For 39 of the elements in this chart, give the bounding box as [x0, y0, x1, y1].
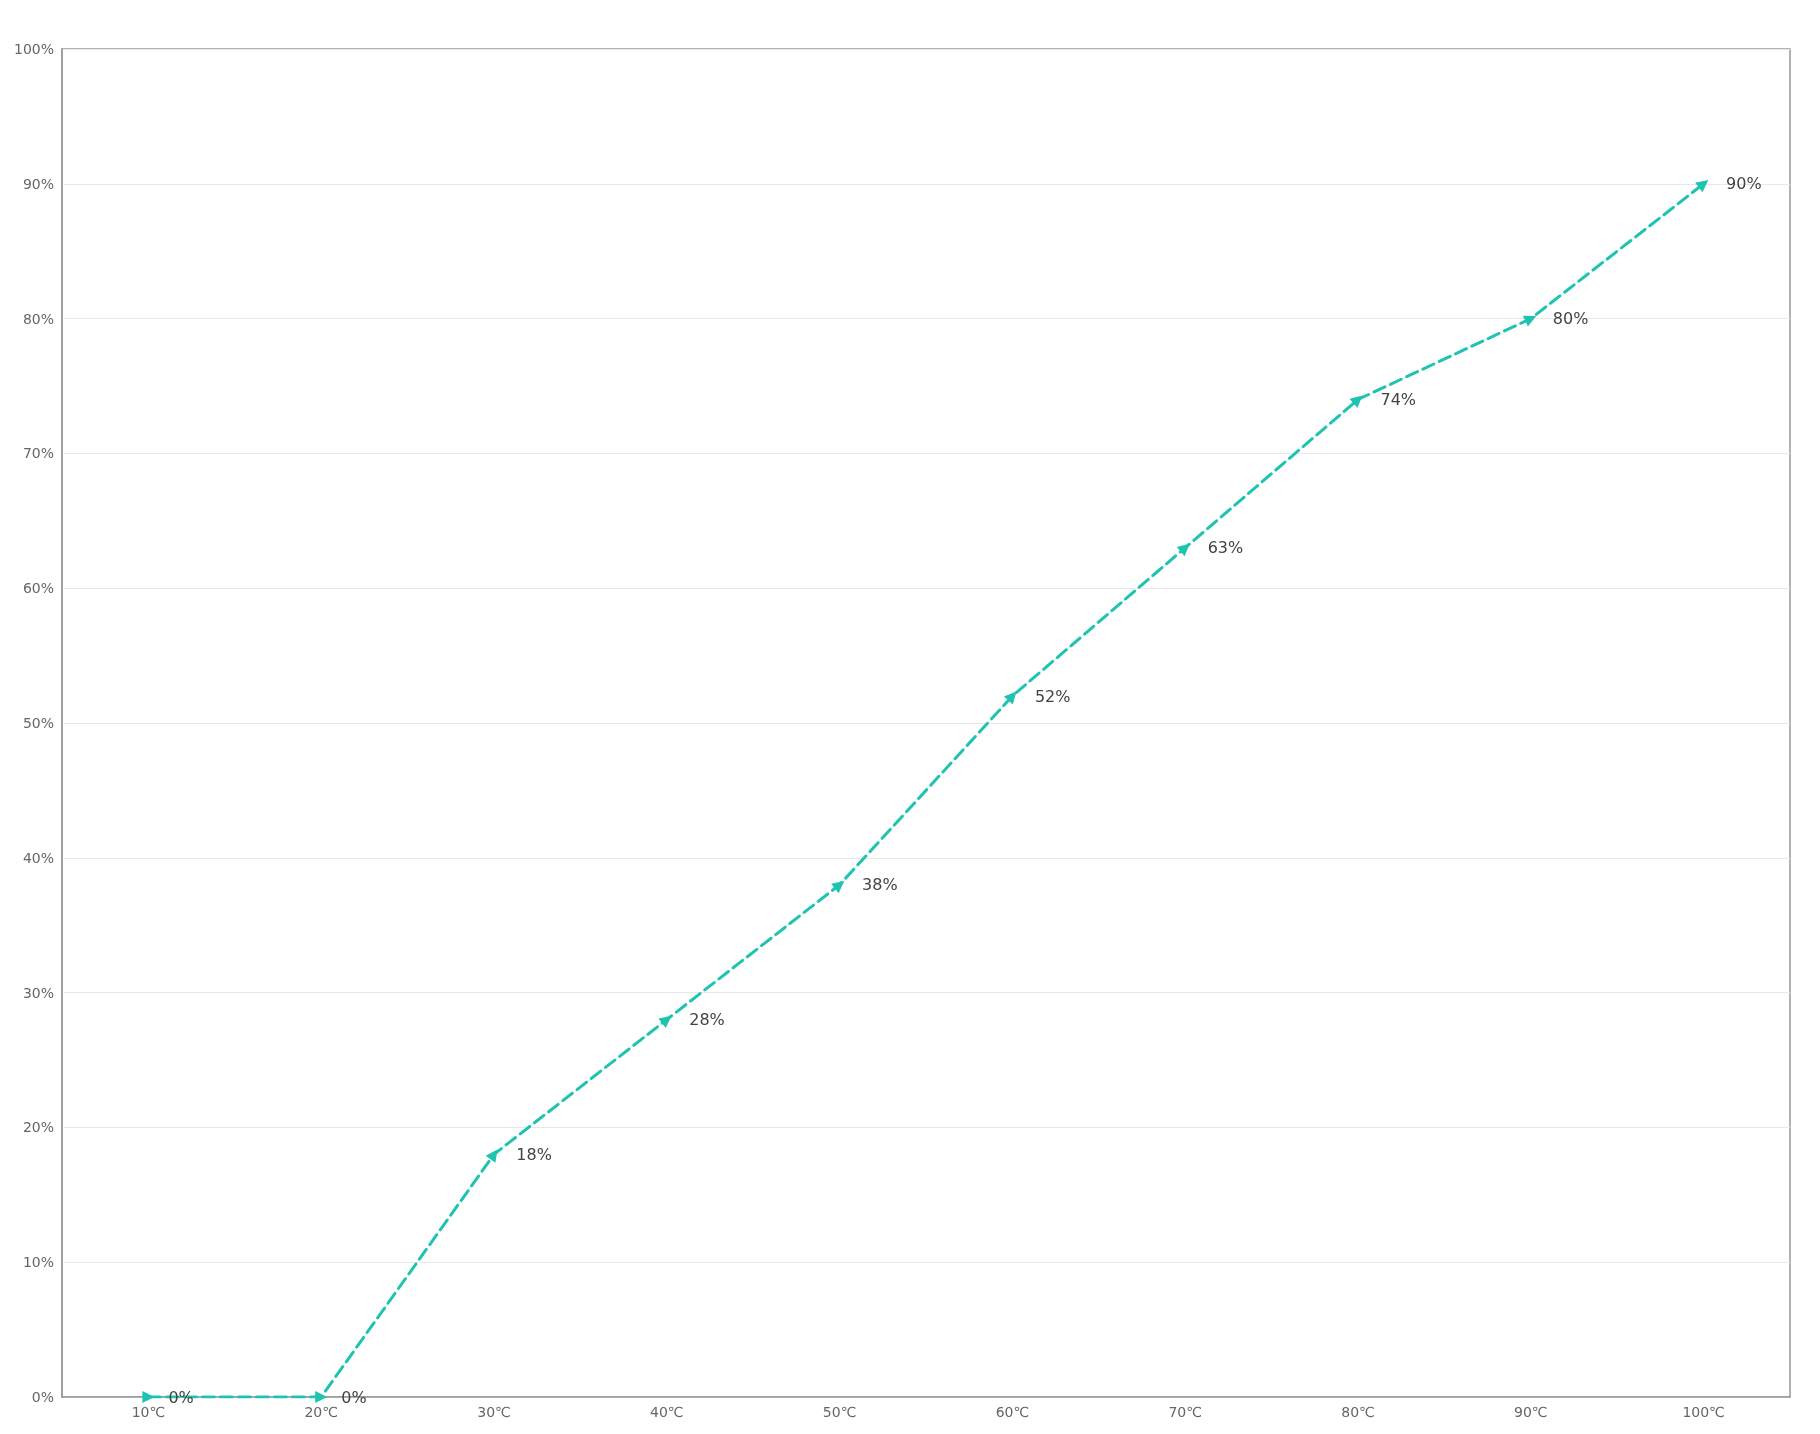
y-tick-label: 90%: [22, 175, 54, 192]
x-tick-label: 10℃: [131, 1404, 166, 1420]
y-tick-label: 10%: [22, 1254, 54, 1271]
point: [831, 881, 845, 894]
point: [485, 1149, 498, 1163]
point: [315, 1391, 328, 1403]
text: 28%: [689, 1010, 725, 1030]
x-tick-label: 30℃: [477, 1404, 511, 1420]
point: [1176, 543, 1190, 557]
text: 38%: [862, 875, 898, 895]
text: 0%: [341, 1387, 367, 1407]
text: 80%: [1552, 309, 1589, 329]
x-tick-label: 100℃: [1682, 1404, 1725, 1420]
x-tick-label: 70℃: [1168, 1404, 1202, 1420]
y-tick-label: 20%: [22, 1119, 54, 1136]
text: 90%: [1726, 174, 1762, 194]
text: 63%: [1207, 538, 1244, 558]
text: 18%: [516, 1144, 552, 1164]
x-tick-label: 60℃: [995, 1404, 1030, 1420]
y-tick-label: 100%: [13, 41, 54, 57]
x-tick-label: 20℃: [304, 1404, 338, 1420]
point: [658, 1015, 672, 1028]
x-tick-label: 40℃: [650, 1404, 684, 1420]
point: [1522, 315, 1537, 327]
y-tick-label: 40%: [22, 849, 54, 866]
y-tick-label: 50%: [22, 715, 54, 731]
y-tick-label: 30%: [22, 984, 54, 1001]
x-tick-label: 80℃: [1341, 1404, 1375, 1420]
point: [1695, 180, 1709, 193]
y-tick-label: 60%: [22, 580, 54, 597]
x-tick-label: 50℃: [822, 1404, 857, 1420]
text: 74%: [1380, 389, 1417, 409]
x-tick-label: 90℃: [1514, 1404, 1548, 1420]
point: [1349, 395, 1363, 408]
point: [1003, 691, 1017, 705]
y-tick-label: 70%: [22, 445, 54, 462]
text: 52%: [1034, 686, 1071, 706]
y-tick-label: 0%: [31, 1389, 54, 1405]
y-tick-label: 80%: [22, 310, 54, 327]
